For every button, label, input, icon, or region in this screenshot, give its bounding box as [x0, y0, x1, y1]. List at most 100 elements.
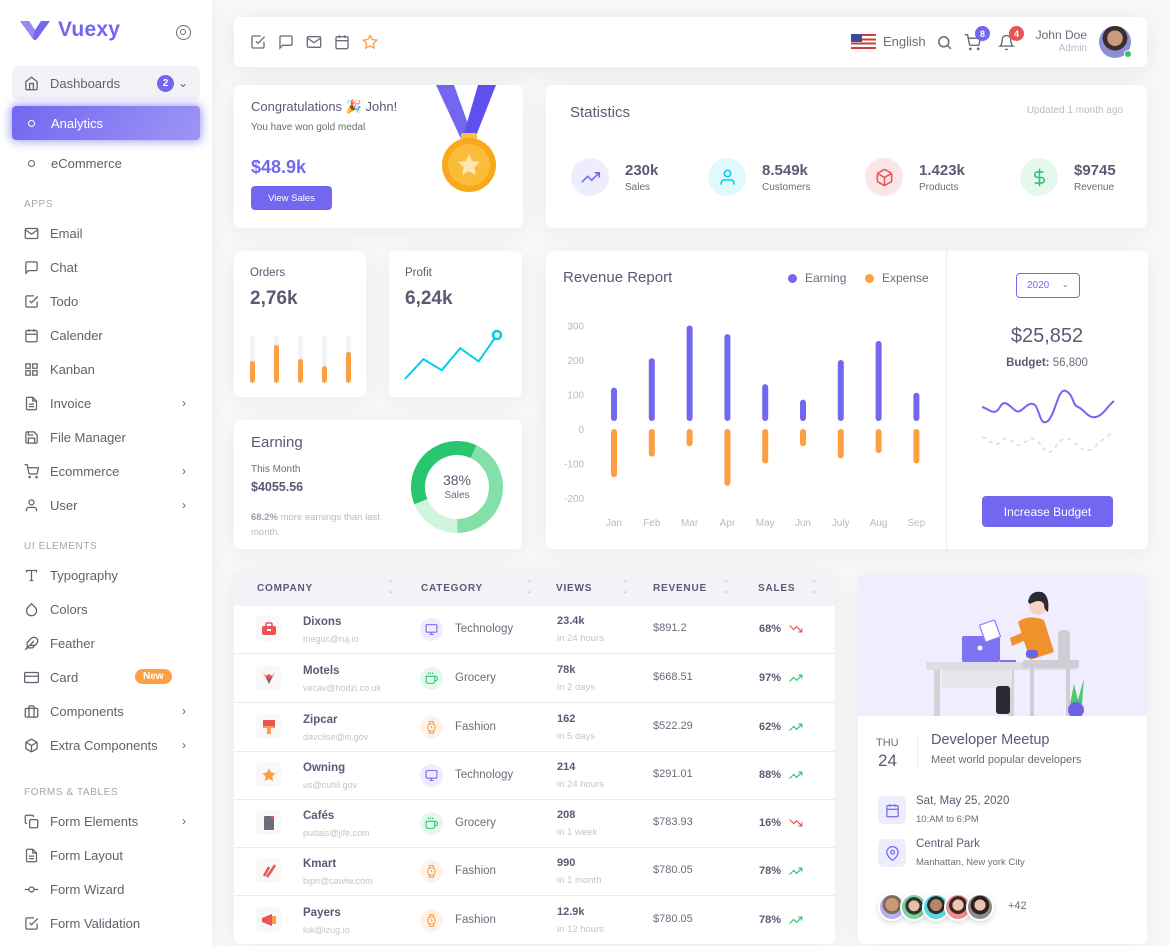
column-header-sales[interactable]: SALES	[758, 583, 796, 594]
table-row[interactable]: Dixons meguc@ruj.io Technology 23.4k in 24 h…	[234, 606, 835, 654]
sort-icon[interactable]: ⌃ ⌄	[525, 579, 533, 595]
category-fashion-icon	[420, 909, 443, 932]
chevron-right-icon: ›	[182, 396, 186, 410]
company-name: Owning	[303, 762, 346, 774]
column-header-company[interactable]: COMPANY	[257, 583, 313, 594]
revenue-report-title: Revenue Report	[563, 269, 673, 286]
dashboards-count-badge: 2	[157, 75, 174, 92]
sidebar-item-label: Analytics	[51, 115, 104, 131]
company-name: Kmart	[303, 858, 337, 870]
check-square-icon	[24, 916, 39, 931]
sales-value: 78%	[759, 914, 782, 926]
sidebar-item-components[interactable]: Components ›	[12, 694, 200, 728]
sidebar-item-card[interactable]: Card New	[12, 660, 200, 694]
congratulations-card: Congratulations 🎉 John! You have won gol…	[234, 85, 523, 228]
column-header-revenue[interactable]: REVENUE	[653, 583, 707, 594]
sidebar-item-label: User	[50, 497, 78, 513]
box-icon	[865, 158, 903, 196]
sidebar-item-form-wizard[interactable]: Form Wizard	[12, 872, 200, 906]
sidebar-item-user[interactable]: User ›	[12, 488, 200, 522]
sidebar-item-email[interactable]: Email	[12, 216, 200, 250]
company-email: davcilse@is.gov	[303, 732, 369, 742]
table-row[interactable]: Cafés pudais@jife.com Grocery 208 in 1 week $…	[234, 800, 835, 848]
donut-label: Sales	[444, 490, 470, 501]
sort-icon[interactable]: ⌃ ⌄	[621, 579, 629, 595]
trending-down-icon	[789, 818, 803, 828]
calendar-shortcut-icon[interactable]	[334, 34, 350, 50]
legend-label: Expense	[882, 271, 929, 285]
sort-icon[interactable]: ⌃ ⌄	[387, 579, 395, 595]
category-fashion-icon	[420, 716, 443, 739]
sort-icon[interactable]: ⌃ ⌄	[722, 579, 730, 595]
language-dropdown[interactable]: English	[851, 34, 926, 49]
views-value: 12.9k	[557, 906, 585, 918]
home-icon	[24, 75, 39, 91]
table-row[interactable]: Kmart bipri@cawiw.com Fashion 990 in 1 month…	[234, 848, 835, 896]
profit-line-chart	[404, 329, 503, 381]
sidebar-item-label: Dashboards	[50, 75, 121, 91]
company-name: Motels	[303, 665, 340, 677]
sidebar-item-dashboards[interactable]: Dashboards 2 ⌄	[12, 66, 200, 100]
views-period: in 12 hours	[557, 924, 605, 935]
view-sales-button[interactable]: View Sales	[251, 186, 332, 210]
sidebar-item-file-manager[interactable]: File Manager	[12, 420, 200, 454]
sidebar-collapse-toggle[interactable]	[176, 25, 191, 40]
svg-text:100: 100	[567, 391, 584, 402]
bookmark-shortcuts	[250, 34, 378, 50]
sidebar-item-analytics[interactable]: Analytics	[12, 106, 200, 140]
table-row[interactable]: Payers luk@izug.io Fashion 12.9k in 12 hours…	[234, 897, 835, 944]
column-header-views[interactable]: VIEWS	[556, 583, 593, 594]
vuexy-logo-icon	[20, 21, 50, 40]
chevron-down-icon: ⌄	[1061, 279, 1069, 289]
attendee-avatar[interactable]	[966, 893, 994, 921]
online-status-dot	[1124, 50, 1132, 58]
sidebar-item-form-validation[interactable]: Form Validation	[12, 906, 200, 940]
star-icon[interactable]	[362, 34, 378, 50]
cart-icon[interactable]: 8	[964, 26, 990, 51]
sidebar-item-typography[interactable]: Typography	[12, 558, 200, 592]
table-row[interactable]: Owning us@cuhil.gov Technology 214 in 24 hou…	[234, 752, 835, 800]
table-row[interactable]: Zipcar davcilse@is.gov Fashion 162 in 5 days…	[234, 704, 835, 752]
earning-note-percent: 68.2%	[251, 512, 278, 523]
user-avatar[interactable]	[1099, 26, 1132, 58]
legend-label: Earning	[805, 271, 847, 285]
table-row[interactable]: Motels vecav@hodzi.co.uk Grocery 78k in 2 da…	[234, 655, 835, 703]
stat-label: Customers	[762, 181, 811, 193]
orders-bar	[274, 335, 279, 383]
search-icon[interactable]	[936, 34, 953, 51]
chat-shortcut-icon[interactable]	[278, 34, 294, 50]
sidebar-item-invoice[interactable]: Invoice ›	[12, 386, 200, 420]
company-table: COMPANY ⌃ ⌄ CATEGORY ⌃ ⌄ VIEWS ⌃ ⌄ REVENUE …	[234, 572, 835, 944]
attendee-avatar[interactable]	[900, 893, 928, 921]
attendee-avatars	[878, 893, 994, 921]
views-period: in 24 hours	[557, 633, 605, 644]
sales-cell: 88%	[759, 769, 803, 781]
chevron-right-icon: ›	[182, 814, 186, 828]
column-header-category[interactable]: CATEGORY	[421, 583, 483, 594]
earning-period: This Month	[251, 464, 301, 475]
sidebar-item-form-layout[interactable]: Form Layout	[12, 838, 200, 872]
sidebar-item-ecommerce[interactable]: Ecommerce ›	[12, 454, 200, 488]
sidebar-item-todo[interactable]: Todo	[12, 284, 200, 318]
meetup-date: 24	[878, 751, 897, 770]
user-dropdown[interactable]: John Doe Admin	[1036, 28, 1087, 54]
todo-shortcut-icon[interactable]	[250, 34, 266, 50]
sort-icon[interactable]: ⌃ ⌄	[810, 579, 818, 595]
year-select[interactable]: 2020 ⌄	[1016, 273, 1080, 298]
increase-budget-button[interactable]: Increase Budget	[982, 496, 1113, 527]
email-shortcut-icon[interactable]	[306, 34, 322, 50]
bell-icon[interactable]: 4	[997, 26, 1024, 51]
sidebar-item-form-elements[interactable]: Form Elements ›	[12, 804, 200, 838]
sidebar-item-label: Form Elements	[50, 813, 139, 829]
sidebar-item-colors[interactable]: Colors	[12, 592, 200, 626]
sidebar-item-feather[interactable]: Feather	[12, 626, 200, 660]
company-logo-icon	[256, 810, 281, 835]
sidebar-item-ecommerce-dashboard[interactable]: eCommerce	[12, 146, 200, 180]
sidebar-item-extra-components[interactable]: Extra Components ›	[12, 728, 200, 762]
brand[interactable]: Vuexy	[20, 18, 120, 42]
sidebar-item-kanban[interactable]: Kanban	[12, 352, 200, 386]
sidebar-item-calendar[interactable]: Calender	[12, 318, 200, 352]
category-technology-icon	[420, 764, 443, 787]
sidebar-item-chat[interactable]: Chat	[12, 250, 200, 284]
gold-medal-icon	[436, 85, 496, 192]
